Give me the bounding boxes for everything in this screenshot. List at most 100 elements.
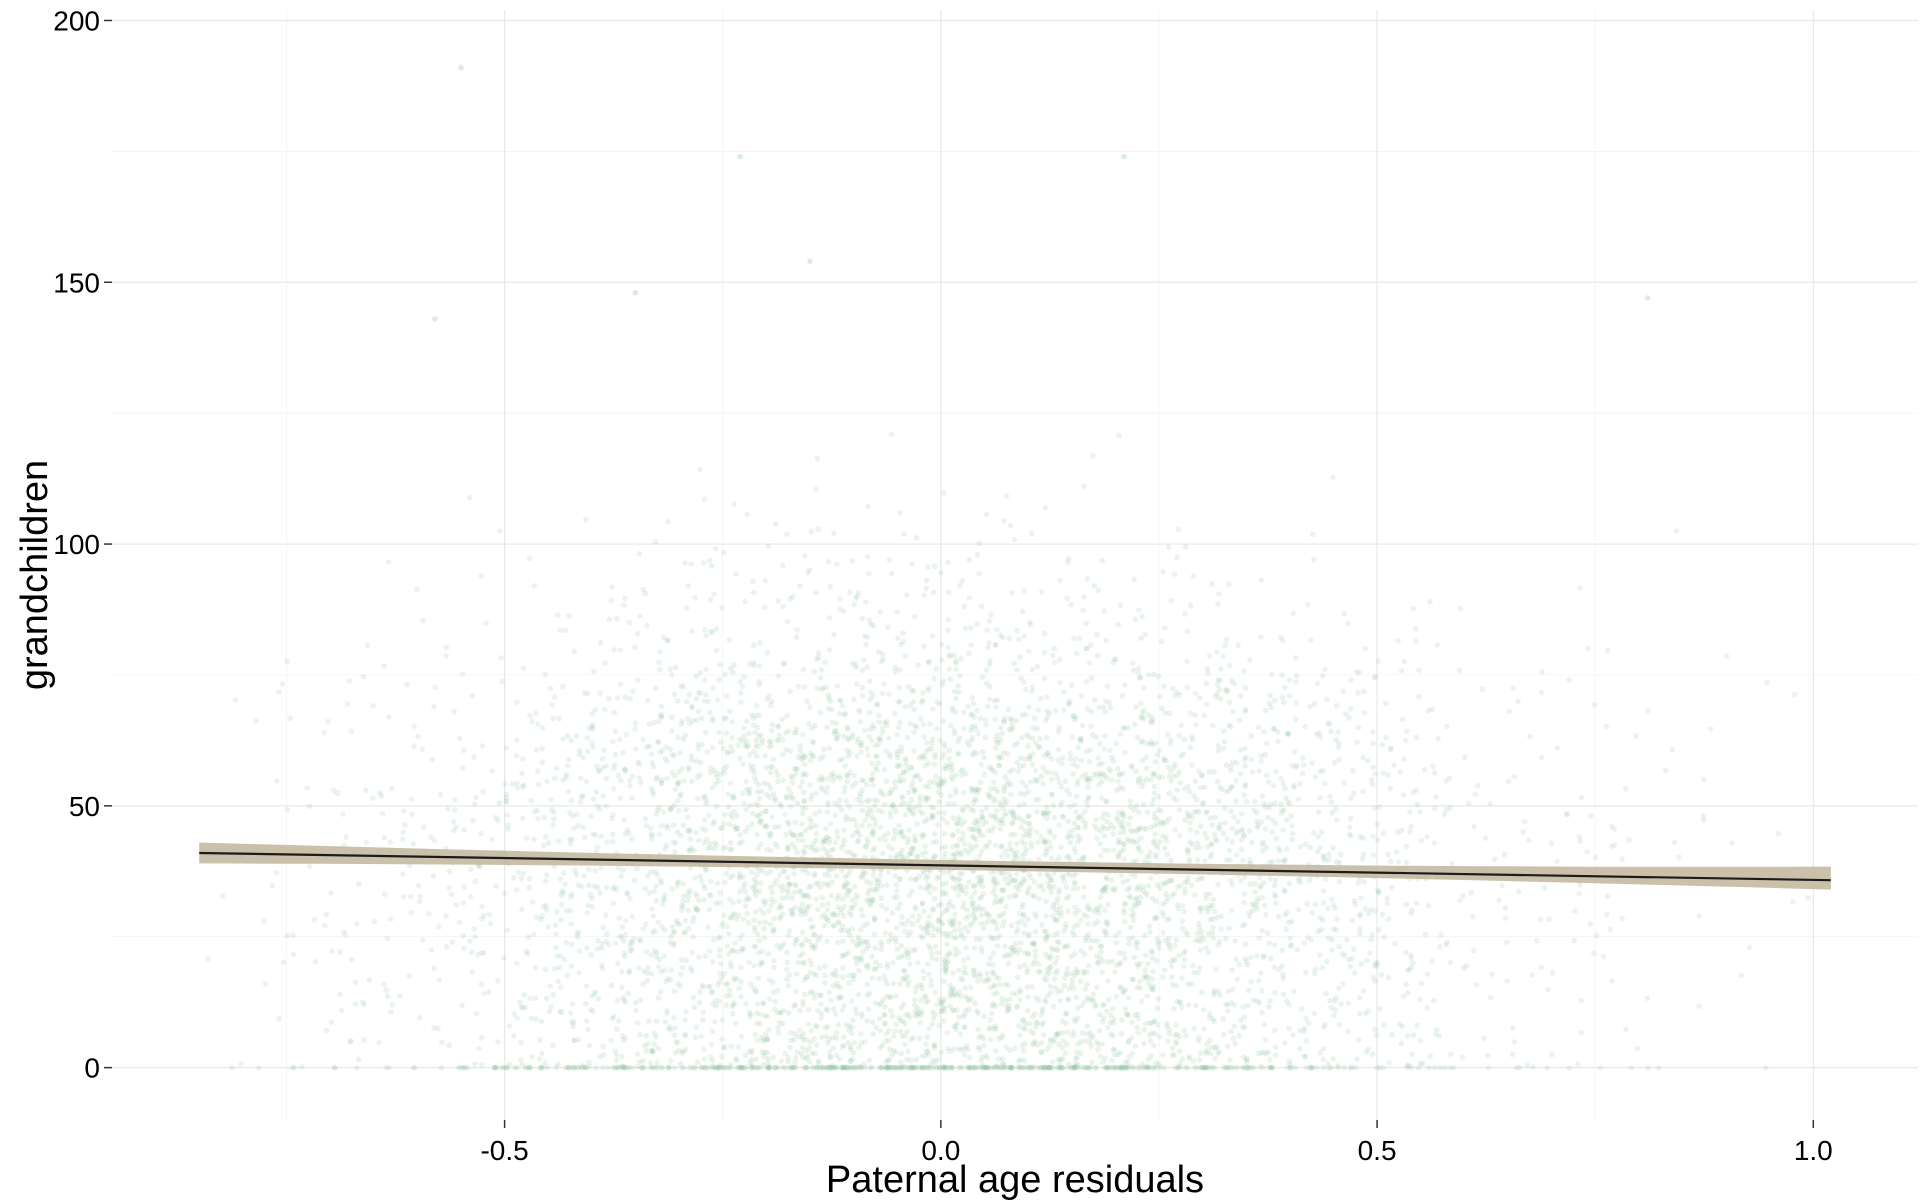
data-point xyxy=(1034,839,1041,846)
data-point xyxy=(1056,746,1062,753)
data-point xyxy=(535,721,541,728)
data-point xyxy=(1161,625,1168,631)
data-point xyxy=(981,1042,987,1049)
data-point xyxy=(881,1012,888,1019)
data-point xyxy=(880,656,886,663)
data-point xyxy=(1182,886,1189,893)
data-point xyxy=(849,660,856,667)
data-point xyxy=(801,761,808,768)
data-point xyxy=(1389,1031,1395,1038)
data-point xyxy=(884,961,891,967)
data-point xyxy=(1121,901,1128,907)
data-point xyxy=(1524,1062,1531,1068)
data-point xyxy=(787,688,793,695)
data-point xyxy=(1400,792,1407,798)
data-point xyxy=(702,953,709,959)
data-point xyxy=(1588,812,1594,819)
data-point xyxy=(1040,781,1046,787)
data-point xyxy=(1171,890,1178,897)
data-point xyxy=(1166,1031,1173,1037)
data-point xyxy=(795,754,802,760)
data-point xyxy=(756,678,763,685)
data-point xyxy=(1317,1049,1324,1056)
data-point xyxy=(1074,885,1081,891)
data-point xyxy=(921,832,927,838)
data-point xyxy=(616,1018,622,1024)
data-point xyxy=(895,955,901,961)
data-point xyxy=(834,683,841,689)
data-point xyxy=(969,903,976,910)
data-point xyxy=(742,1064,748,1071)
data-point xyxy=(1354,739,1360,746)
data-point xyxy=(762,577,769,584)
data-point xyxy=(767,921,774,927)
data-point xyxy=(806,938,813,945)
data-point xyxy=(386,714,392,720)
data-point xyxy=(983,1064,989,1071)
data-point xyxy=(843,849,850,855)
data-point xyxy=(730,792,737,799)
data-point xyxy=(869,1019,876,1025)
data-point xyxy=(1210,924,1216,931)
data-point xyxy=(1081,999,1088,1005)
data-point xyxy=(998,1000,1005,1007)
data-point xyxy=(924,740,930,746)
data-point xyxy=(1083,620,1090,627)
data-point xyxy=(887,931,894,937)
data-point xyxy=(855,837,862,844)
data-point xyxy=(612,728,619,735)
data-point xyxy=(547,685,554,692)
data-point xyxy=(1026,755,1033,761)
data-point xyxy=(552,922,559,929)
data-point xyxy=(632,726,638,732)
data-point xyxy=(1198,928,1205,935)
data-point xyxy=(1210,1015,1216,1022)
data-point xyxy=(739,932,746,938)
data-point xyxy=(1587,921,1594,927)
data-point xyxy=(1095,1046,1101,1053)
data-point xyxy=(803,911,809,917)
data-point xyxy=(921,819,928,825)
data-point xyxy=(841,913,847,919)
data-point xyxy=(470,817,476,824)
data-point xyxy=(1211,831,1218,837)
data-point xyxy=(1538,689,1545,696)
data-point xyxy=(758,788,765,795)
data-point xyxy=(874,767,880,773)
data-point xyxy=(611,1013,617,1020)
data-point xyxy=(794,627,800,633)
data-point xyxy=(844,772,851,779)
data-point xyxy=(993,894,999,900)
data-point xyxy=(923,993,929,999)
data-point xyxy=(871,931,878,938)
data-point xyxy=(898,954,904,960)
data-point xyxy=(862,870,869,876)
data-point xyxy=(608,1038,614,1044)
data-point xyxy=(884,981,890,988)
data-point xyxy=(1384,900,1391,907)
data-point xyxy=(971,749,977,756)
data-point xyxy=(1312,774,1319,780)
data-point xyxy=(584,910,590,916)
data-point xyxy=(701,1056,708,1062)
data-point xyxy=(1121,906,1127,913)
data-point xyxy=(886,556,893,563)
data-point xyxy=(766,739,773,745)
data-point xyxy=(460,932,467,939)
data-point xyxy=(1372,673,1379,680)
data-point xyxy=(1346,715,1352,721)
data-point xyxy=(798,942,805,949)
data-point xyxy=(1251,807,1257,814)
data-point xyxy=(610,786,617,792)
data-point xyxy=(1315,834,1321,840)
data-point xyxy=(1226,722,1232,728)
data-point xyxy=(1408,824,1414,830)
data-point xyxy=(945,589,952,595)
data-point xyxy=(1086,775,1092,781)
data-point xyxy=(1174,1031,1180,1038)
data-point xyxy=(1048,889,1055,896)
data-point xyxy=(847,816,853,823)
data-point xyxy=(839,756,846,762)
data-point xyxy=(965,928,971,935)
data-point xyxy=(1277,848,1283,854)
